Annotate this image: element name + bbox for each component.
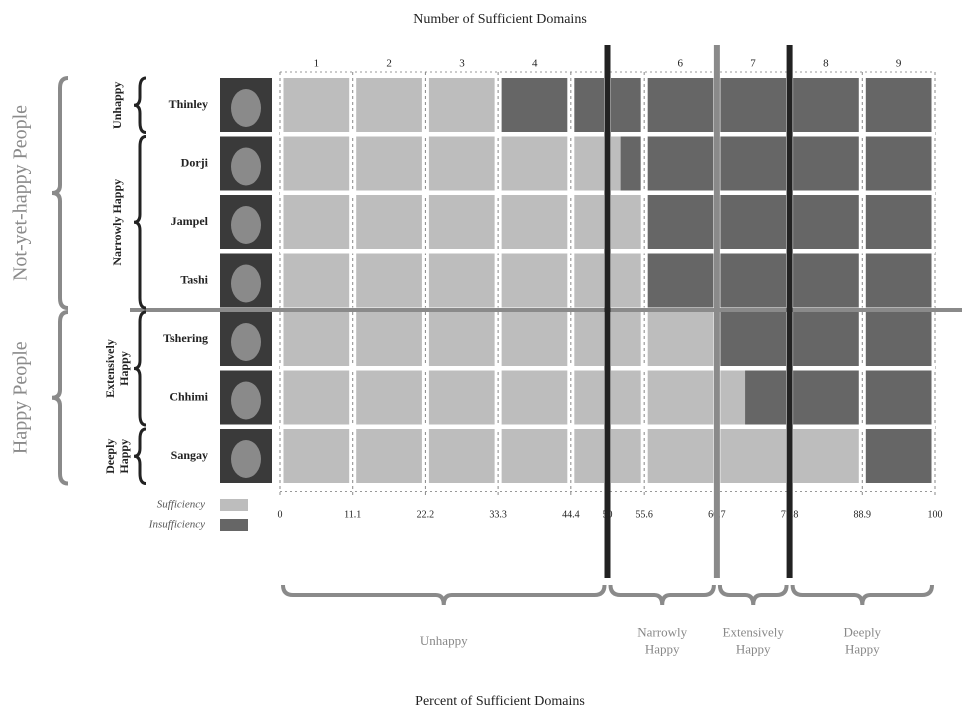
bar-segment — [280, 370, 746, 425]
top-category-label: 3 — [459, 58, 465, 70]
zone-brace — [281, 584, 607, 606]
top-category-label: 4 — [532, 58, 538, 70]
people-group-label: Happy People — [10, 341, 32, 454]
bar-segment — [280, 78, 499, 132]
x-tick-label: 88.9 — [854, 509, 872, 520]
x-axis-title: Percent of Sufficient Domains — [415, 694, 585, 709]
top-category-label: 2 — [386, 58, 392, 70]
zone-brace — [790, 584, 934, 606]
x-tick-label: 22.2 — [417, 509, 435, 520]
row-group-label: ExtensivelyHappy — [103, 339, 131, 398]
row-group-label: Unhappy — [110, 82, 124, 129]
bar-segment — [280, 253, 645, 308]
x-tick-label: 55.6 — [635, 509, 653, 520]
zone-label: Unhappy — [420, 633, 468, 648]
bar-segment — [280, 195, 645, 249]
zone-label: Deeply Happy — [844, 624, 882, 656]
legend-swatch — [220, 519, 248, 531]
legend-swatch — [220, 499, 248, 511]
people-group-brace — [51, 310, 69, 486]
x-tick-label: 0 — [278, 509, 283, 520]
row-group-label: Narrowly Happy — [110, 179, 124, 266]
people-group-label: Not-yet-happy People — [10, 105, 32, 281]
row-group-brace — [133, 76, 147, 134]
zone-label: Narrowly Happy — [637, 624, 687, 656]
bar-segment — [716, 312, 935, 366]
bar-segment — [745, 370, 935, 425]
portrait-face — [231, 440, 261, 478]
zone-brace — [717, 584, 789, 606]
person-name: Jampel — [171, 214, 209, 228]
bar-segment — [862, 429, 935, 483]
legend-label: Insufficiency — [148, 519, 205, 531]
top-category-label: 6 — [678, 58, 684, 70]
person-name: Tshering — [163, 331, 208, 345]
person-name: Tashi — [180, 272, 208, 286]
zone-brace — [608, 584, 716, 606]
bar-segment — [280, 136, 621, 191]
top-category-label: 7 — [750, 58, 756, 70]
bar-segment — [620, 136, 935, 191]
x-tick-label: 33.3 — [489, 509, 507, 520]
portrait-face — [231, 147, 261, 186]
portrait-face — [231, 323, 261, 361]
portrait-face — [231, 264, 261, 303]
person-name: Dorji — [181, 155, 209, 169]
portrait-face — [231, 206, 261, 244]
people-group-brace — [51, 76, 69, 310]
x-tick-label: 44.4 — [562, 509, 580, 520]
person-name: Sangay — [171, 448, 208, 462]
chart-title: Number of Sufficient Domains — [413, 12, 587, 27]
portrait-face — [231, 381, 261, 420]
person-name: Chhimi — [169, 389, 208, 403]
portrait-face — [231, 89, 261, 127]
x-tick-label: 11.1 — [344, 509, 361, 520]
x-tick-label: 100 — [928, 509, 943, 520]
row-group-brace — [133, 310, 147, 427]
row-group-label: DeeplyHappy — [103, 439, 131, 474]
row-group-brace — [133, 427, 147, 485]
legend-label: Sufficiency — [157, 499, 205, 511]
zone-label: Extensively Happy — [723, 624, 785, 656]
row-group-brace — [133, 135, 147, 310]
person-name: Thinley — [169, 97, 208, 111]
top-category-label: 1 — [314, 58, 320, 70]
top-category-label: 9 — [896, 58, 902, 70]
top-category-label: 8 — [823, 58, 829, 70]
